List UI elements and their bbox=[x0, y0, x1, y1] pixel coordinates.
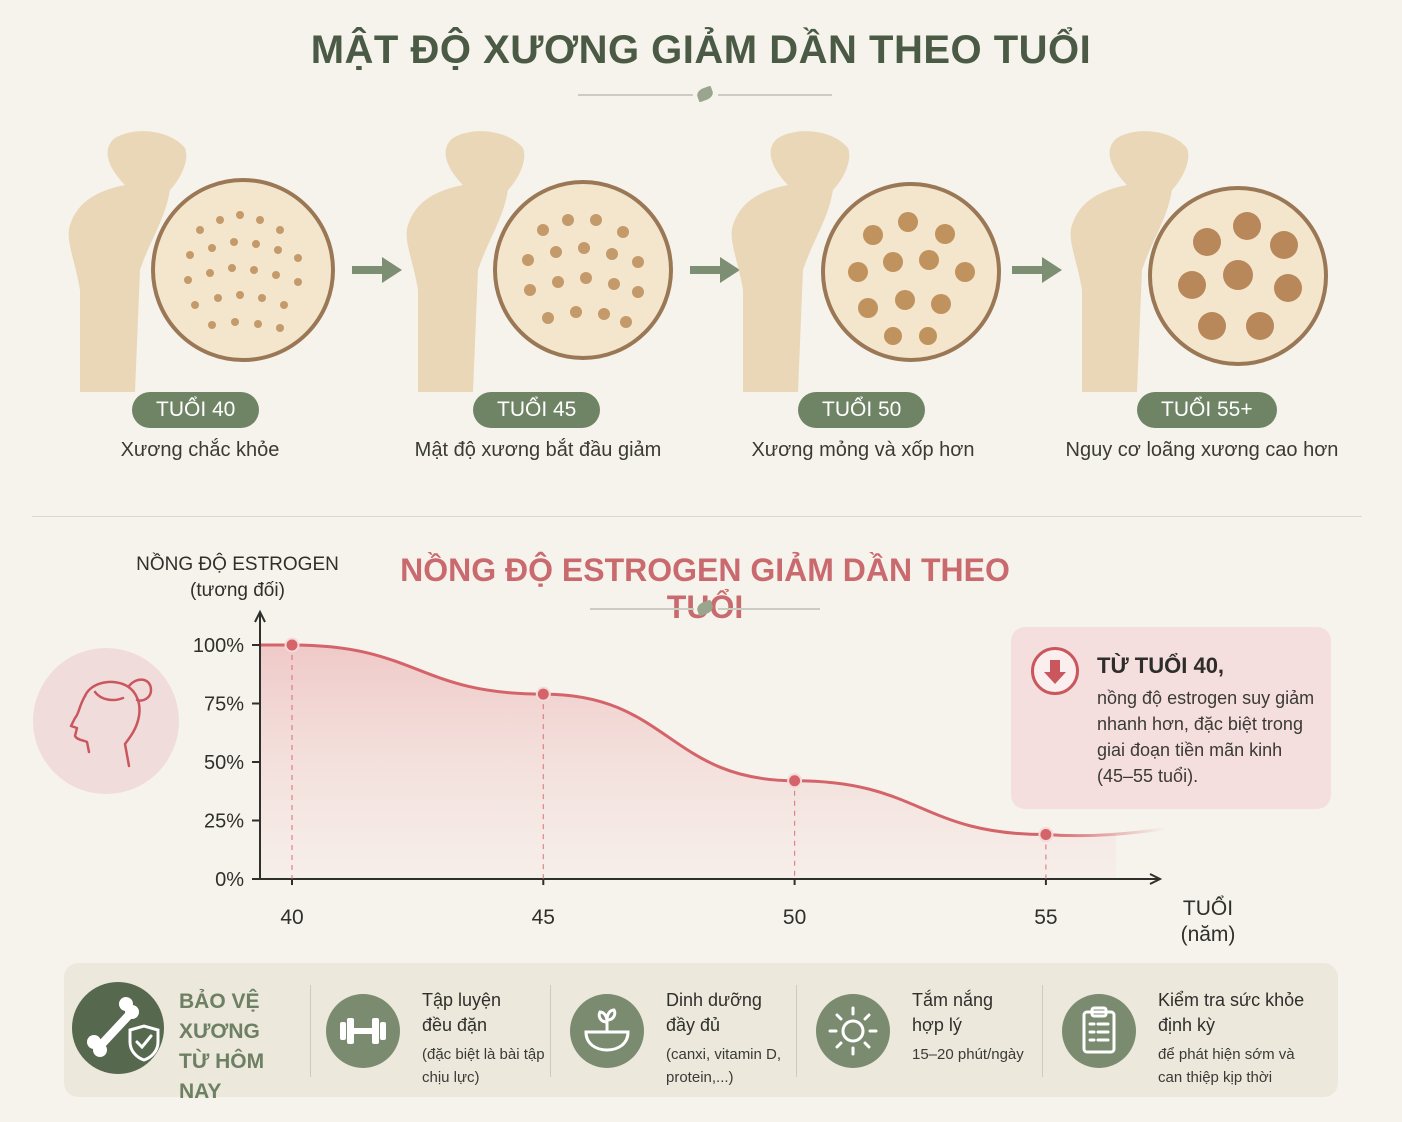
stage-description: Xương chắc khỏe bbox=[120, 439, 280, 461]
tip-subtitle: (đặc biệt là bài tập chịu lực) bbox=[422, 1046, 545, 1086]
tip-title: Tắm nắng hợp lý bbox=[912, 990, 994, 1035]
y-tick-label: 75% bbox=[204, 694, 244, 716]
y-axis-arrow bbox=[254, 609, 266, 623]
y-axis-sublabel: (tương đối) bbox=[190, 580, 285, 601]
bone-illustration bbox=[1070, 131, 1328, 392]
trabecular-pattern bbox=[1178, 212, 1302, 340]
tip-exercise: Tập luyện đều đặn (đặc biệt là bài tập c… bbox=[326, 963, 546, 1097]
age-badge: TUỔI 50 bbox=[798, 392, 926, 428]
arrow-right-icon bbox=[1012, 257, 1062, 283]
estrogen-info-box: TỪ TUỔI 40, nồng độ estrogen suy giảm nh… bbox=[1011, 627, 1331, 809]
age-badge: TUỔI 55+ bbox=[1137, 392, 1277, 428]
woman-profile-icon bbox=[33, 648, 179, 794]
data-point bbox=[535, 686, 551, 702]
bone-illustration bbox=[731, 131, 1001, 392]
sun-icon bbox=[816, 994, 890, 1068]
x-axis-label: TUỔI bbox=[1182, 897, 1234, 920]
age-badge: TUỔI 45 bbox=[473, 392, 601, 428]
trabecular-pattern bbox=[184, 211, 302, 332]
chart-title-divider bbox=[590, 599, 820, 617]
tip-sunlight: Tắm nắng hợp lý 15–20 phút/ngày bbox=[816, 963, 1036, 1097]
age-badge: TUỔI 40 bbox=[132, 392, 260, 428]
info-title: TỪ TUỔI 40, bbox=[1097, 653, 1225, 678]
tip-divider bbox=[310, 985, 311, 1077]
tip-subtitle: để phát hiện sớm và can thiệp kịp thời bbox=[1158, 1046, 1295, 1086]
arrow-right-icon bbox=[690, 257, 740, 283]
y-tick-label: 50% bbox=[204, 752, 244, 774]
chart-title: NỒNG ĐỘ ESTROGEN GIẢM DẦN THEO TUỔI bbox=[400, 552, 1010, 625]
arrow-right-icon bbox=[352, 257, 402, 283]
leaf-icon bbox=[695, 85, 715, 103]
trabecular-pattern bbox=[522, 214, 644, 328]
dumbbell-icon bbox=[326, 994, 400, 1068]
stage-description: Xương mỏng và xốp hơn bbox=[751, 439, 975, 461]
bowl-icon bbox=[570, 994, 644, 1068]
tip-subtitle: 15–20 phút/ngày bbox=[912, 1046, 1024, 1063]
tip-title: Tập luyện đều đặn bbox=[422, 990, 502, 1035]
y-tick-label: 100% bbox=[193, 635, 244, 657]
x-axis-title: TUỔI (năm) bbox=[1168, 896, 1248, 948]
tip-checkup: Kiểm tra sức khỏe định kỳ để phát hiện s… bbox=[1062, 963, 1332, 1097]
page-title: MẬT ĐỘ XƯƠNG GIẢM DẦN THEO TUỔI bbox=[310, 28, 1092, 72]
x-tick-label: 45 bbox=[532, 906, 555, 929]
x-tick-label: 50 bbox=[783, 906, 806, 929]
clipboard-icon bbox=[1062, 994, 1136, 1068]
data-point bbox=[1038, 827, 1054, 843]
y-axis-title: NỒNG ĐỘ ESTROGEN (tương đối) bbox=[130, 552, 345, 604]
y-tick-label: 0% bbox=[215, 869, 244, 891]
x-tick-label: 55 bbox=[1034, 906, 1057, 929]
stage-age-45: TUỔI 45 Mật độ xương bắt đầu giảm bbox=[378, 130, 698, 500]
protect-title: BẢO VỆ XƯƠNG TỪ HÔM NAY bbox=[179, 990, 265, 1103]
trabecular-pattern bbox=[848, 212, 975, 345]
estrogen-line-chart: 0% 25% 50% 75% 100% 40 45 50 55 bbox=[193, 609, 1167, 929]
tip-divider bbox=[550, 985, 551, 1077]
x-tick-label: 40 bbox=[280, 906, 303, 929]
tip-divider bbox=[1042, 985, 1043, 1077]
bone-illustration bbox=[68, 131, 335, 392]
stage-age-40: TUỔI 40 Xương chắc khỏe bbox=[40, 130, 360, 500]
section-divider bbox=[32, 516, 1362, 517]
bone-protection-tips: BẢO VỆ XƯƠNG TỪ HÔM NAY Tập luyện đều đặ… bbox=[64, 963, 1338, 1103]
info-body: nồng độ estrogen suy giảm nhanh hơn, đặc… bbox=[1097, 688, 1315, 786]
x-axis-arrow bbox=[1149, 873, 1163, 885]
tip-subtitle: (canxi, vitamin D, protein,...) bbox=[666, 1046, 782, 1086]
y-tick-label: 25% bbox=[204, 811, 244, 833]
tip-title: Kiểm tra sức khỏe định kỳ bbox=[1158, 990, 1305, 1035]
y-axis-label: NỒNG ĐỘ ESTROGEN bbox=[136, 554, 339, 575]
bone-illustration bbox=[406, 131, 673, 392]
tip-title: Dinh dưỡng đầy đủ bbox=[666, 990, 762, 1035]
series-line-tail bbox=[1045, 827, 1167, 838]
series-line bbox=[260, 643, 1046, 837]
title-divider bbox=[578, 85, 832, 103]
data-point bbox=[787, 773, 803, 789]
data-point bbox=[284, 637, 300, 653]
stage-age-55-plus: TUỔI 55+ Nguy cơ loãng xương cao hơn bbox=[1042, 130, 1362, 500]
area-fill bbox=[260, 645, 1116, 879]
stage-description: Mật độ xương bắt đầu giảm bbox=[414, 439, 662, 461]
x-axis-sublabel: (năm) bbox=[1180, 923, 1236, 946]
stage-age-50: TUỔI 50 Xương mỏng và xốp hơn bbox=[703, 130, 1023, 500]
bone-shield-icon bbox=[72, 982, 164, 1074]
tip-divider bbox=[796, 985, 797, 1077]
tip-nutrition: Dinh dưỡng đầy đủ (canxi, vitamin D, pro… bbox=[570, 963, 790, 1097]
arrow-down-icon bbox=[1031, 647, 1079, 695]
stage-description: Nguy cơ loãng xương cao hơn bbox=[1065, 439, 1339, 461]
